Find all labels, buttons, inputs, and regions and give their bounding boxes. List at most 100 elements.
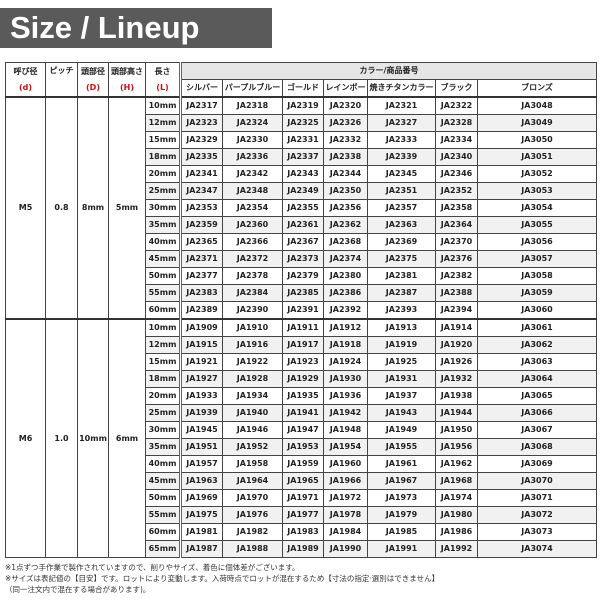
product-code-cell: JA1968 [435, 472, 478, 490]
header-length: 長さ (L) [145, 62, 182, 98]
product-code-cell: JA2361 [282, 216, 324, 234]
product-code-cell: JA2348 [222, 182, 283, 200]
product-code-cell: JA2392 [323, 301, 368, 320]
spec-pitch: 1.0 [45, 318, 78, 558]
product-code-cell: JA2349 [282, 182, 324, 200]
product-code-cell: JA1989 [282, 540, 324, 558]
product-code-cell: JA2382 [435, 267, 478, 285]
product-code-cell: JA2362 [323, 216, 368, 234]
product-code-cell: JA1980 [435, 506, 478, 524]
product-code-cell: JA1914 [435, 318, 478, 337]
product-code-cell: JA1915 [180, 336, 223, 354]
product-code-cell: JA1977 [282, 506, 324, 524]
length-cell: 18mm [145, 370, 182, 388]
product-code-cell: JA1926 [435, 353, 478, 371]
product-code-cell: JA2342 [222, 165, 283, 183]
product-code-cell: JA2394 [435, 301, 478, 320]
header-label: 長さ [154, 66, 171, 76]
product-code-cell: JA1919 [367, 336, 436, 354]
length-cell: 50mm [145, 489, 182, 507]
spec-nominal: M5 [5, 96, 46, 320]
length-cell: 10mm [145, 318, 182, 337]
product-code-cell: JA2387 [367, 284, 436, 302]
product-code-cell: JA1940 [222, 404, 283, 422]
length-cell: 30mm [145, 199, 182, 217]
product-code-cell: JA1924 [323, 353, 368, 371]
length-cell: 12mm [145, 336, 182, 354]
product-code-cell: JA1920 [435, 336, 478, 354]
product-code-cell: JA2336 [222, 148, 283, 166]
length-cell: 55mm [145, 284, 182, 302]
product-code-cell: JA2326 [323, 114, 368, 132]
product-code-cell: JA1952 [222, 438, 283, 456]
product-code-cell: JA2359 [180, 216, 223, 234]
product-code-cell: JA2391 [282, 301, 324, 320]
table-row: M5 0.8 8mm 5mm 10mm JA2317 JA2318 JA2319 JA2320 J… [5, 96, 597, 320]
product-code-cell: JA2365 [180, 233, 223, 251]
header-color-group: カラー/商品番号 [180, 62, 597, 80]
product-code-cell: JA1971 [282, 489, 324, 507]
product-code-cell: JA1936 [323, 387, 368, 405]
spec-nominal: M6 [5, 318, 46, 558]
header-label: 頭部高さ [111, 66, 143, 76]
product-code-cell: JA1941 [282, 404, 324, 422]
product-code-cell: JA2373 [282, 250, 324, 268]
product-code-cell: JA3049 [477, 114, 597, 132]
table-row: 12mm JA1915 JA1916 JA1917 JA1918 JA1919 JA1920… [6, 336, 597, 354]
product-code-cell: JA2376 [435, 250, 478, 268]
header-symbol: (d) [18, 82, 33, 92]
product-code-cell: JA1990 [323, 540, 368, 558]
product-code-cell: JA2344 [323, 165, 368, 183]
note: ※サイズは表記値の【目安】です。ロットにより変動します。入荷時点でロットが混在す… [5, 574, 440, 583]
product-code-cell: JA2357 [367, 199, 436, 217]
product-code-cell: JA2378 [222, 267, 283, 285]
spec-head-dia: 8mm [77, 96, 109, 320]
size-lineup-table: 呼び径 (d) ピッチ 頭部径 (D) 頭部高さ (H) 長さ (L) カラー/商品番号… [5, 62, 597, 558]
product-code-cell: JA1948 [323, 421, 368, 439]
product-code-cell: JA2386 [323, 284, 368, 302]
product-code-cell: JA2371 [180, 250, 223, 268]
header-nominal: 呼び径 (d) [5, 62, 46, 98]
product-code-cell: JA2379 [282, 267, 324, 285]
product-code-cell: JA1951 [180, 438, 223, 456]
product-code-cell: JA2389 [180, 301, 223, 320]
product-code-cell: JA3052 [477, 165, 597, 183]
product-code-cell: JA2367 [282, 233, 324, 251]
length-cell: 45mm [145, 472, 182, 490]
product-code-cell: JA2337 [282, 148, 324, 166]
product-code-cell: JA1935 [282, 387, 324, 405]
spec-head-dia: 10mm [77, 318, 109, 558]
product-code-cell: JA1964 [222, 472, 283, 490]
product-code-cell: JA3051 [477, 148, 597, 166]
table-row: 18mm JA1927 JA1928 JA1929 JA1930 JA1931 JA1932… [6, 370, 597, 388]
length-cell: 55mm [145, 506, 182, 524]
product-code-cell: JA1958 [222, 455, 283, 473]
product-code-cell: JA2369 [367, 233, 436, 251]
product-code-cell: JA3068 [477, 438, 597, 456]
product-code-cell: JA1916 [222, 336, 283, 354]
product-code-cell: JA1927 [180, 370, 223, 388]
product-code-cell: JA2317 [180, 96, 223, 115]
product-code-cell: JA2372 [222, 250, 283, 268]
group-m6: M6 1.0 10mm 6mm 10mm JA1909 JA1910 JA1911 JA1912… [5, 318, 597, 558]
header-color-3: レインボー [323, 79, 368, 98]
product-code-cell: JA2328 [435, 114, 478, 132]
table-row: 45mm JA1963 JA1964 JA1965 JA1966 JA1967 JA1968… [6, 472, 597, 490]
product-code-cell: JA2366 [222, 233, 283, 251]
length-cell: 12mm [145, 114, 182, 132]
product-code-cell: JA2340 [435, 148, 478, 166]
product-code-cell: JA1912 [323, 318, 368, 337]
header-label: 呼び径 [13, 66, 38, 76]
product-code-cell: JA1938 [435, 387, 478, 405]
product-code-cell: JA1910 [222, 318, 283, 337]
note: （同一注文内で混在する場合があります)。 [5, 585, 151, 594]
product-code-cell: JA2351 [367, 182, 436, 200]
length-cell: 15mm [145, 353, 182, 371]
length-cell: 18mm [145, 148, 182, 166]
product-code-cell: JA1963 [180, 472, 223, 490]
length-cell: 10mm [145, 96, 182, 115]
spec-head-height: 5mm [108, 96, 146, 320]
product-code-cell: JA1969 [180, 489, 223, 507]
product-code-cell: JA1991 [367, 540, 436, 558]
table-row: 35mm JA2359 JA2360 JA2361 JA2362 JA2363 JA2364… [6, 216, 597, 234]
